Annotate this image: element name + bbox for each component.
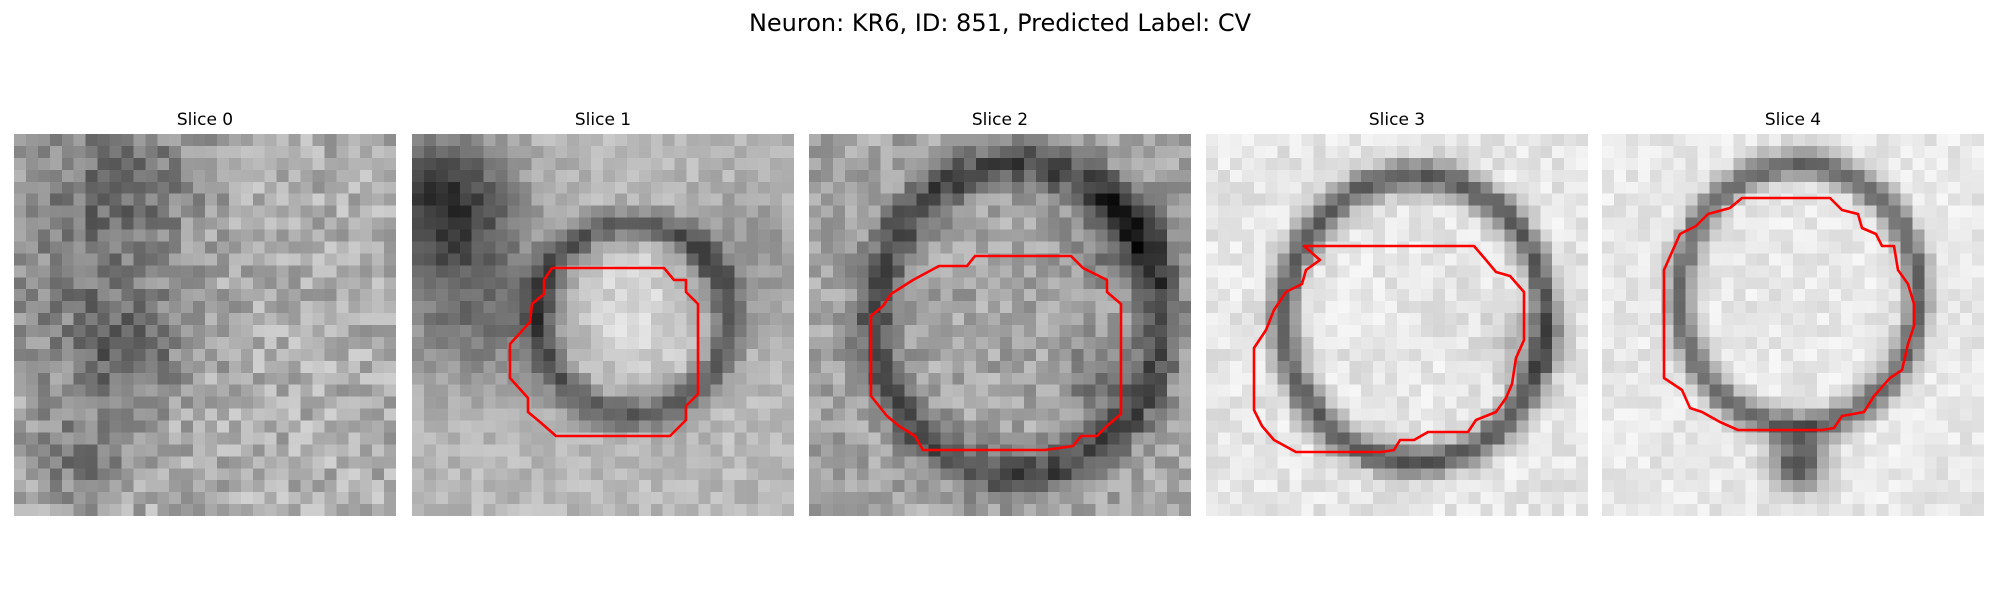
slice-title: Slice 1 bbox=[574, 110, 632, 130]
slice-panel-4: Slice 4 bbox=[1602, 110, 1984, 516]
contour-overlay bbox=[1662, 196, 1916, 432]
slice-title: Slice 0 bbox=[176, 110, 234, 130]
grayscale-slice bbox=[412, 134, 794, 516]
contour-overlay bbox=[1252, 244, 1526, 454]
slice-panel-2: Slice 2 bbox=[809, 110, 1191, 516]
grayscale-slice bbox=[14, 134, 396, 516]
cell-contour bbox=[1662, 196, 1916, 432]
slice-title: Slice 4 bbox=[1764, 110, 1822, 130]
slice-image bbox=[412, 134, 794, 516]
slice-panel-0: Slice 0 bbox=[14, 110, 396, 516]
slice-image bbox=[1602, 134, 1984, 516]
contour-overlay bbox=[508, 266, 700, 438]
slice-image bbox=[809, 134, 1191, 516]
cell-contour bbox=[1252, 244, 1526, 454]
slice-panel-1: Slice 1 bbox=[412, 110, 794, 516]
cell-contour bbox=[508, 266, 700, 438]
contour-overlay bbox=[869, 254, 1123, 452]
grayscale-slice bbox=[809, 134, 1191, 516]
cell-contour bbox=[869, 254, 1123, 452]
slice-image bbox=[14, 134, 396, 516]
slice-title: Slice 2 bbox=[971, 110, 1029, 130]
slice-title: Slice 3 bbox=[1368, 110, 1426, 130]
slice-panel-3: Slice 3 bbox=[1206, 110, 1588, 516]
slice-image bbox=[1206, 134, 1588, 516]
figure-title: Neuron: KR6, ID: 851, Predicted Label: C… bbox=[748, 9, 1252, 37]
